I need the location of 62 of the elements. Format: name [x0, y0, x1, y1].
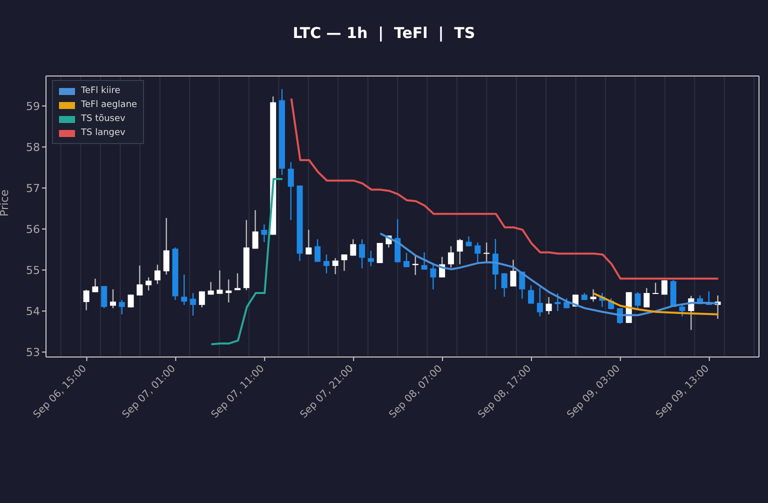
- candlestick: [154, 264, 160, 285]
- candlestick: [234, 272, 241, 291]
- candlestick: [198, 290, 205, 308]
- y-tick-label: 57: [26, 182, 40, 195]
- candlestick: [341, 254, 348, 272]
- candlestick: [306, 229, 312, 256]
- candlestick: [501, 272, 508, 298]
- line-series: [210, 178, 284, 346]
- candlestick: [652, 282, 659, 294]
- candlestick: [528, 284, 534, 304]
- legend-label: TS tõusev: [81, 114, 126, 124]
- y-tick-label: 53: [26, 346, 40, 359]
- candlestick: [261, 224, 268, 243]
- candlestick: [163, 217, 170, 276]
- legend-label: TeFl kiire: [81, 86, 120, 96]
- candlestick: [146, 276, 152, 292]
- candlestick: [456, 238, 463, 265]
- candlestick: [118, 299, 125, 315]
- candlestick: [288, 162, 294, 221]
- candlestick: [208, 281, 214, 296]
- candlestick: [484, 242, 490, 263]
- legend-label: TeFl aeglane: [81, 100, 138, 110]
- candlestick: [474, 242, 481, 263]
- candlestick: [590, 288, 596, 302]
- candlestick: [492, 238, 498, 290]
- candlestick: [136, 264, 143, 296]
- y-tick-label: 59: [26, 100, 40, 113]
- candlestick: [634, 292, 641, 309]
- candlestick: [216, 270, 223, 294]
- candlestick: [332, 258, 338, 275]
- candlestick: [368, 250, 374, 267]
- y-tick-label: 55: [26, 264, 40, 277]
- candlestick: [190, 292, 196, 316]
- candlestick: [359, 238, 366, 269]
- candlestick: [83, 289, 90, 311]
- candlestick: [536, 286, 543, 317]
- candlestick: [644, 287, 650, 308]
- candlestick: [323, 254, 330, 274]
- candlestick: [679, 303, 686, 317]
- y-tick-label: 56: [26, 222, 40, 236]
- candlestick: [350, 238, 356, 256]
- candlestick: [314, 238, 321, 262]
- candlestick: [110, 288, 116, 309]
- candlestick: [421, 252, 428, 270]
- y-tick-label: 54: [26, 304, 40, 318]
- candlestick: [128, 294, 134, 308]
- candlestick: [546, 296, 552, 315]
- candlestick: [519, 271, 526, 300]
- candlestick: [510, 259, 516, 288]
- candlestick: [448, 246, 454, 268]
- candlestick: [430, 263, 436, 290]
- candlestick: [181, 274, 188, 306]
- y-tick-label: 58: [26, 140, 40, 154]
- candlestick: [226, 278, 232, 304]
- candlestick: [554, 292, 561, 312]
- chart-title: LTC — 1h | TeFl | TS: [292, 24, 476, 42]
- legend-label: TS langev: [81, 128, 126, 138]
- y-axis-title: Price: [0, 189, 11, 216]
- candlestick: [252, 210, 258, 250]
- candlestick: [101, 285, 108, 309]
- candlestick: [404, 252, 410, 268]
- candlestick: [92, 278, 98, 293]
